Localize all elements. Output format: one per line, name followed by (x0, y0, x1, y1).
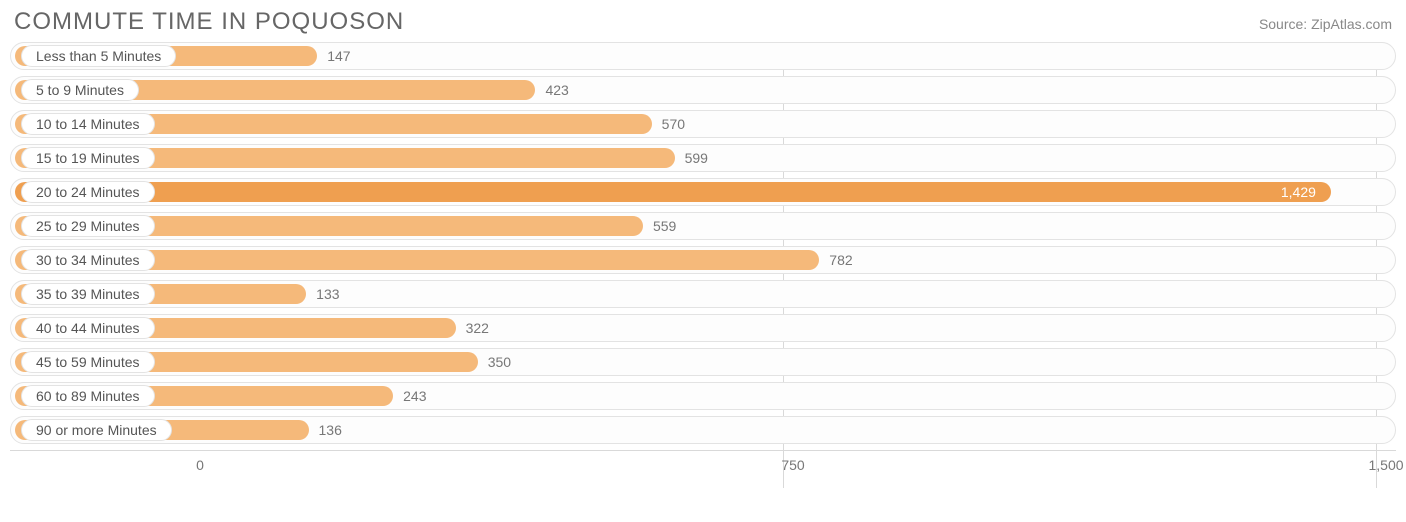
source-name: ZipAtlas.com (1311, 16, 1392, 32)
value-label: 350 (488, 349, 511, 375)
bars-wrap: Less than 5 Minutes 147 5 to 9 Minutes 423 1… (10, 42, 1396, 444)
category-label: Less than 5 Minutes (36, 48, 161, 64)
source-prefix: Source: (1259, 16, 1307, 32)
category-label: 15 to 19 Minutes (36, 150, 140, 166)
bar-fill (15, 182, 1331, 202)
category-pill: 25 to 29 Minutes (21, 215, 155, 237)
value-label: 322 (466, 315, 489, 341)
value-label: 147 (327, 43, 350, 69)
bar-row: 20 to 24 Minutes 1,429 (10, 178, 1396, 206)
category-label: 35 to 39 Minutes (36, 286, 140, 302)
value-label: 423 (545, 77, 568, 103)
value-label: 136 (319, 417, 342, 443)
value-label: 782 (829, 247, 852, 273)
category-pill: 35 to 39 Minutes (21, 283, 155, 305)
category-label: 10 to 14 Minutes (36, 116, 140, 132)
bar-row: Less than 5 Minutes 147 (10, 42, 1396, 70)
category-pill: 40 to 44 Minutes (21, 317, 155, 339)
chart-area: Less than 5 Minutes 147 5 to 9 Minutes 423 1… (0, 42, 1406, 522)
value-label: 570 (662, 111, 685, 137)
value-label: 133 (316, 281, 339, 307)
category-pill: 90 or more Minutes (21, 419, 172, 441)
category-pill: 60 to 89 Minutes (21, 385, 155, 407)
bar-row: 5 to 9 Minutes 423 (10, 76, 1396, 104)
bar-row: 40 to 44 Minutes 322 (10, 314, 1396, 342)
category-pill: 5 to 9 Minutes (21, 79, 139, 101)
chart-header: COMMUTE TIME IN POQUOSON Source: ZipAtla… (0, 0, 1406, 42)
chart-container: COMMUTE TIME IN POQUOSON Source: ZipAtla… (0, 0, 1406, 522)
bar-row: 25 to 29 Minutes 559 (10, 212, 1396, 240)
category-label: 45 to 59 Minutes (36, 354, 140, 370)
chart-source: Source: ZipAtlas.com (1259, 16, 1392, 32)
category-pill: 20 to 24 Minutes (21, 181, 155, 203)
x-tick-label: 1,500 (1368, 457, 1403, 473)
category-label: 5 to 9 Minutes (36, 82, 124, 98)
value-label: 1,429 (1281, 179, 1316, 205)
bar-row: 15 to 19 Minutes 599 (10, 144, 1396, 172)
value-label: 559 (653, 213, 676, 239)
bar-row: 90 or more Minutes 136 (10, 416, 1396, 444)
bar-row: 60 to 89 Minutes 243 (10, 382, 1396, 410)
chart-title: COMMUTE TIME IN POQUOSON (14, 8, 404, 36)
category-pill: Less than 5 Minutes (21, 45, 176, 67)
x-tick-label: 750 (781, 457, 804, 473)
category-label: 40 to 44 Minutes (36, 320, 140, 336)
category-label: 60 to 89 Minutes (36, 388, 140, 404)
category-pill: 45 to 59 Minutes (21, 351, 155, 373)
category-label: 30 to 34 Minutes (36, 252, 140, 268)
value-label: 243 (403, 383, 426, 409)
bar-row: 35 to 39 Minutes 133 (10, 280, 1396, 308)
bar-row: 30 to 34 Minutes 782 (10, 246, 1396, 274)
x-axis: 07501,500 (10, 450, 1396, 480)
category-label: 90 or more Minutes (36, 422, 157, 438)
category-pill: 30 to 34 Minutes (21, 249, 155, 271)
bar-row: 10 to 14 Minutes 570 (10, 110, 1396, 138)
x-tick-label: 0 (196, 457, 204, 473)
bar-row: 45 to 59 Minutes 350 (10, 348, 1396, 376)
category-label: 20 to 24 Minutes (36, 184, 140, 200)
category-label: 25 to 29 Minutes (36, 218, 140, 234)
category-pill: 10 to 14 Minutes (21, 113, 155, 135)
value-label: 599 (685, 145, 708, 171)
category-pill: 15 to 19 Minutes (21, 147, 155, 169)
